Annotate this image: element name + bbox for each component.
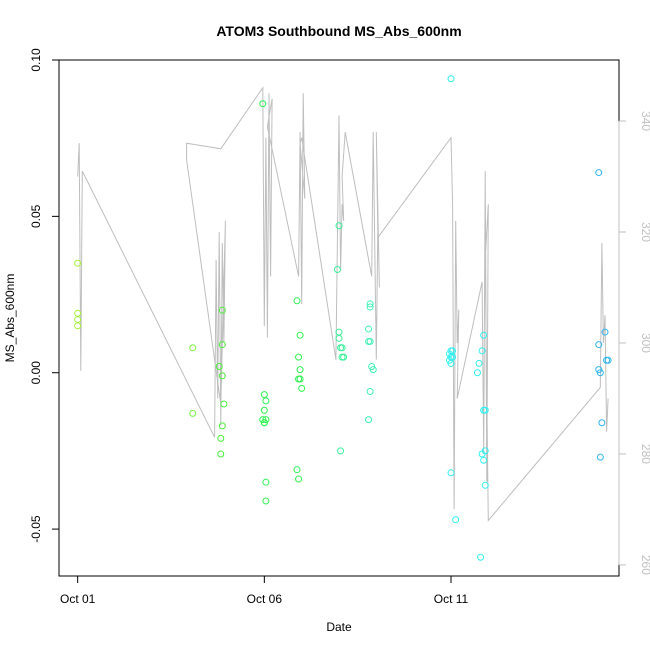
- data-point: [293, 297, 301, 305]
- data-point: [74, 309, 82, 317]
- data-point: [217, 450, 225, 458]
- data-point: [369, 366, 377, 374]
- right-y-tick-label: 260: [639, 555, 650, 575]
- data-point: [365, 325, 373, 333]
- data-point: [335, 334, 343, 342]
- data-point: [447, 359, 455, 367]
- data-point: [366, 337, 374, 345]
- data-point: [74, 316, 82, 324]
- data-point: [296, 331, 304, 339]
- right-y-axis: 260 280 300 320 340: [618, 111, 650, 575]
- data-point: [220, 400, 228, 408]
- data-point: [447, 469, 455, 477]
- data-point: [74, 259, 82, 267]
- data-point: [293, 466, 301, 474]
- data-point: [365, 416, 373, 424]
- data-point: [74, 322, 82, 330]
- right-y-tick-label: 280: [639, 444, 650, 464]
- data-point: [366, 387, 374, 395]
- data-point: [475, 359, 483, 367]
- data-point: [481, 481, 489, 489]
- data-point: [598, 419, 606, 427]
- y-tick-label: 0.00: [29, 361, 43, 385]
- data-point: [340, 353, 348, 361]
- data-point: [295, 475, 303, 483]
- line-series: [77, 86, 609, 522]
- data-point: [218, 372, 226, 380]
- data-point: [259, 100, 267, 108]
- data-point: [189, 409, 197, 417]
- data-point: [215, 362, 223, 370]
- x-axis-title: Date: [326, 620, 352, 634]
- data-point: [218, 422, 226, 430]
- data-point: [260, 406, 268, 414]
- point-series: [74, 75, 612, 561]
- gray-line-series: [77, 86, 609, 522]
- data-point: [596, 453, 604, 461]
- data-point: [262, 397, 270, 405]
- x-tick-label: Oct 01: [60, 592, 96, 606]
- data-point: [366, 300, 374, 308]
- right-y-tick-label: 340: [639, 111, 650, 131]
- data-point: [480, 331, 488, 339]
- data-point: [477, 553, 485, 561]
- data-point: [335, 328, 343, 336]
- data-point: [218, 341, 226, 349]
- data-point: [596, 369, 604, 377]
- data-point: [262, 497, 270, 505]
- y-tick-label: 0.10: [29, 48, 43, 72]
- data-point: [601, 328, 609, 336]
- data-point: [333, 266, 341, 274]
- y-axis: -0.05 0.00 0.05 0.10: [29, 48, 60, 543]
- y-tick-label: -0.05: [29, 515, 43, 543]
- y-axis-title: MS_Abs_600nm: [3, 274, 17, 363]
- data-point: [338, 344, 346, 352]
- data-point: [604, 356, 612, 364]
- x-axis: Oct 01 Oct 06 Oct 11: [60, 575, 469, 606]
- data-point: [447, 75, 455, 83]
- data-point: [296, 366, 304, 374]
- data-point: [218, 306, 226, 314]
- data-point: [452, 516, 460, 524]
- y-tick-label: 0.05: [29, 204, 43, 228]
- data-point: [298, 384, 306, 392]
- data-point: [480, 456, 488, 464]
- x-tick-label: Oct 11: [434, 592, 469, 606]
- right-y-tick-label: 300: [639, 333, 650, 353]
- data-point: [478, 450, 486, 458]
- chart-title: ATOM3 Southbound MS_Abs_600nm: [216, 23, 461, 39]
- data-point: [260, 391, 268, 399]
- data-point: [295, 353, 303, 361]
- data-point: [366, 303, 374, 311]
- data-point: [478, 347, 486, 355]
- right-y-tick-label: 320: [639, 222, 650, 242]
- data-point: [189, 344, 197, 352]
- data-point: [337, 447, 345, 455]
- data-point: [262, 416, 270, 424]
- x-tick-label: Oct 06: [247, 592, 283, 606]
- data-point: [595, 341, 603, 349]
- data-point: [473, 369, 481, 377]
- data-point: [296, 375, 304, 383]
- data-point: [481, 406, 489, 414]
- data-point: [262, 478, 270, 486]
- data-point: [595, 169, 603, 177]
- data-point: [217, 434, 225, 442]
- data-point: [335, 222, 343, 230]
